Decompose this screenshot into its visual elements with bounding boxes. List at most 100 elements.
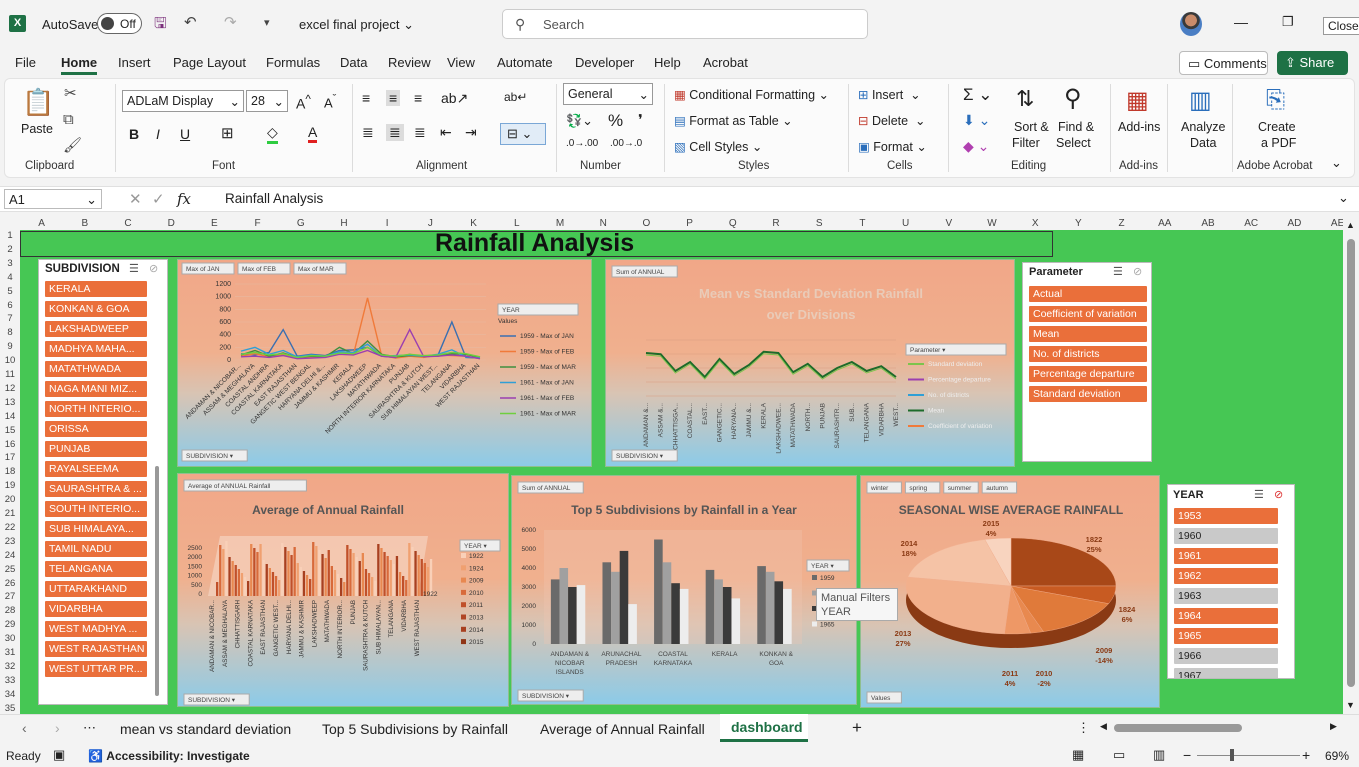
row-header[interactable]: 29 bbox=[4, 619, 16, 631]
insert-cells-button[interactable]: ⊞ Insert ⌄ bbox=[858, 88, 921, 102]
column-header[interactable]: AD bbox=[1287, 218, 1302, 229]
slicer-item[interactable]: Percentage departure bbox=[1029, 366, 1147, 382]
slicer-item[interactable]: 1963 bbox=[1174, 588, 1278, 604]
slicer-item[interactable]: KONKAN & GOA bbox=[45, 301, 147, 317]
zoom-level[interactable]: 69% bbox=[1325, 749, 1350, 763]
row-header[interactable]: 8 bbox=[7, 327, 13, 339]
top-align-icon[interactable]: ≡ bbox=[362, 90, 371, 106]
menu-automate[interactable]: Automate bbox=[497, 55, 553, 70]
slicer-item[interactable]: PUNJAB bbox=[45, 441, 147, 457]
column-header[interactable]: P bbox=[686, 218, 693, 229]
legend-title-box[interactable] bbox=[497, 303, 579, 316]
font-name-select[interactable]: ADLaM Display ⌄ bbox=[122, 90, 244, 112]
column-header[interactable]: R bbox=[772, 218, 780, 229]
menu-review[interactable]: Review bbox=[388, 55, 431, 70]
slicer-item[interactable]: Coefficient of variation bbox=[1029, 306, 1147, 322]
column-header[interactable]: T bbox=[859, 218, 866, 229]
scroll-right-icon[interactable]: ▶ bbox=[1330, 721, 1337, 731]
delete-cells-button[interactable]: ⊟ Delete ⌄ bbox=[858, 114, 926, 128]
horizontal-scrollbar[interactable]: ◀ ▶ bbox=[1100, 721, 1342, 735]
scroll-left-icon[interactable]: ◀ bbox=[1100, 721, 1107, 731]
collapse-ribbon-icon[interactable]: ⌄ bbox=[1331, 155, 1342, 170]
analyze-data-label-1[interactable]: Analyze bbox=[1181, 120, 1226, 134]
slicer-item[interactable]: WEST MADHYA ... bbox=[45, 621, 147, 637]
tab-average-annual-rainfall[interactable]: Average of Annual Rainfall bbox=[540, 721, 705, 737]
formula-content[interactable]: Rainfall Analysis bbox=[225, 191, 324, 206]
column-header[interactable]: U bbox=[901, 218, 910, 229]
title-cell[interactable] bbox=[20, 231, 1053, 257]
column-header[interactable]: C bbox=[124, 218, 132, 229]
average-annual-chart[interactable]: Average of ANNUAL Rainfall Average of Ann… bbox=[177, 473, 509, 707]
column-header[interactable]: K bbox=[470, 218, 477, 229]
slicer-item[interactable]: SAURASHTRA & ... bbox=[45, 481, 147, 497]
add-ins-icon[interactable]: ▦ bbox=[1126, 87, 1149, 114]
customize-qat-icon[interactable]: ▾ bbox=[264, 17, 270, 29]
column-header[interactable]: M bbox=[555, 218, 565, 229]
row-header[interactable]: 17 bbox=[4, 452, 16, 464]
conditional-formatting-button[interactable]: ▦ Conditional Formatting ⌄ bbox=[674, 88, 830, 102]
column-header[interactable]: D bbox=[167, 218, 175, 229]
slicer-item[interactable]: Standard deviation bbox=[1029, 386, 1147, 402]
increase-indent-icon[interactable]: ⇥ bbox=[465, 124, 477, 140]
orientation-icon[interactable]: ab↗ bbox=[441, 90, 469, 106]
slicer-item[interactable]: LAKSHADWEEP bbox=[45, 321, 147, 337]
restore-button[interactable]: ❐ bbox=[1282, 14, 1294, 29]
menu-home[interactable]: Home bbox=[61, 55, 98, 75]
bold-icon[interactable]: B bbox=[129, 126, 140, 142]
row-header[interactable]: 23 bbox=[4, 535, 16, 547]
slicer-item[interactable]: 1960 bbox=[1174, 528, 1278, 544]
accessibility-button[interactable]: ♿ Accessibility: Investigate bbox=[88, 749, 250, 763]
autosave-toggle[interactable]: Off bbox=[97, 13, 142, 34]
slicer-item[interactable]: 1961 bbox=[1174, 548, 1278, 564]
number-format-select[interactable]: General ⌄ bbox=[563, 83, 653, 105]
tab-options-icon[interactable]: ⋮ bbox=[1077, 720, 1090, 735]
slicer-item[interactable]: KERALA bbox=[45, 281, 147, 297]
increase-font-icon[interactable]: A^ bbox=[296, 93, 311, 112]
column-header[interactable]: V bbox=[945, 218, 953, 229]
row-header[interactable]: 15 bbox=[4, 424, 16, 436]
slicer-item[interactable]: 1966 bbox=[1174, 648, 1278, 664]
slicer-item[interactable]: VIDARBHA bbox=[45, 601, 147, 617]
insert-function-icon[interactable]: fx bbox=[177, 190, 192, 208]
next-sheet-icon[interactable]: › bbox=[55, 720, 60, 736]
slicer-item[interactable]: MATATHWADA bbox=[45, 361, 147, 377]
more-sheets-icon[interactable]: ⋯ bbox=[83, 720, 96, 735]
mean-vs-std-chart[interactable]: Sum of ANNUAL Mean vs Standard Deviation … bbox=[605, 259, 1015, 467]
menu-insert[interactable]: Insert bbox=[118, 55, 151, 70]
save-icon[interactable]: 🖫 bbox=[154, 15, 167, 32]
undo-icon[interactable]: ↶ bbox=[184, 14, 197, 31]
cancel-icon[interactable]: ✕ bbox=[129, 191, 142, 208]
column-header[interactable]: H bbox=[340, 218, 348, 229]
tab-dashboard[interactable]: dashboard bbox=[720, 714, 808, 742]
merge-center-icon[interactable]: ⊟ ⌄ bbox=[500, 123, 546, 145]
chart-button-box[interactable] bbox=[183, 479, 307, 492]
column-header[interactable]: N bbox=[599, 218, 607, 229]
redo-icon[interactable]: ↷ bbox=[224, 14, 237, 31]
normal-view-icon[interactable]: ▦ bbox=[1072, 747, 1085, 762]
chart-button-box[interactable] bbox=[237, 262, 291, 275]
accounting-icon[interactable]: 💱⌄ bbox=[566, 113, 594, 128]
column-header[interactable]: Q bbox=[728, 218, 737, 229]
find-select-label-2[interactable]: Select bbox=[1056, 136, 1091, 150]
increase-decimal-icon[interactable]: .0→.00 bbox=[566, 138, 599, 149]
top5-subdivisions-chart[interactable]: Sum of ANNUAL Top 5 Subdivisions by Rainf… bbox=[511, 475, 857, 705]
row-header[interactable]: 35 bbox=[4, 702, 16, 714]
format-painter-icon[interactable]: 🖌 bbox=[63, 137, 83, 154]
align-center-icon[interactable]: ≣ bbox=[386, 124, 404, 141]
menu-developer[interactable]: Developer bbox=[575, 55, 635, 70]
borders-icon[interactable]: ⊞ bbox=[221, 125, 234, 142]
multi-select-icon[interactable]: ☰ bbox=[129, 263, 139, 275]
row-header[interactable]: 32 bbox=[4, 660, 16, 672]
name-box[interactable]: A1 ⌄ bbox=[4, 189, 102, 209]
expand-formula-icon[interactable]: ⌄ bbox=[1338, 190, 1349, 205]
page-break-view-icon[interactable]: ▥ bbox=[1153, 747, 1166, 762]
chart-button-box[interactable] bbox=[517, 481, 584, 494]
chart-button-box[interactable] bbox=[943, 481, 979, 494]
row-header[interactable]: 34 bbox=[4, 688, 16, 700]
row-header[interactable]: 6 bbox=[7, 299, 13, 311]
column-header[interactable]: AA bbox=[1158, 218, 1172, 229]
chart-button-box[interactable] bbox=[293, 262, 347, 275]
row-header[interactable]: 27 bbox=[4, 591, 16, 603]
slicer-item[interactable]: NORTH INTERIO... bbox=[45, 401, 147, 417]
legend-title-box[interactable] bbox=[459, 539, 501, 552]
